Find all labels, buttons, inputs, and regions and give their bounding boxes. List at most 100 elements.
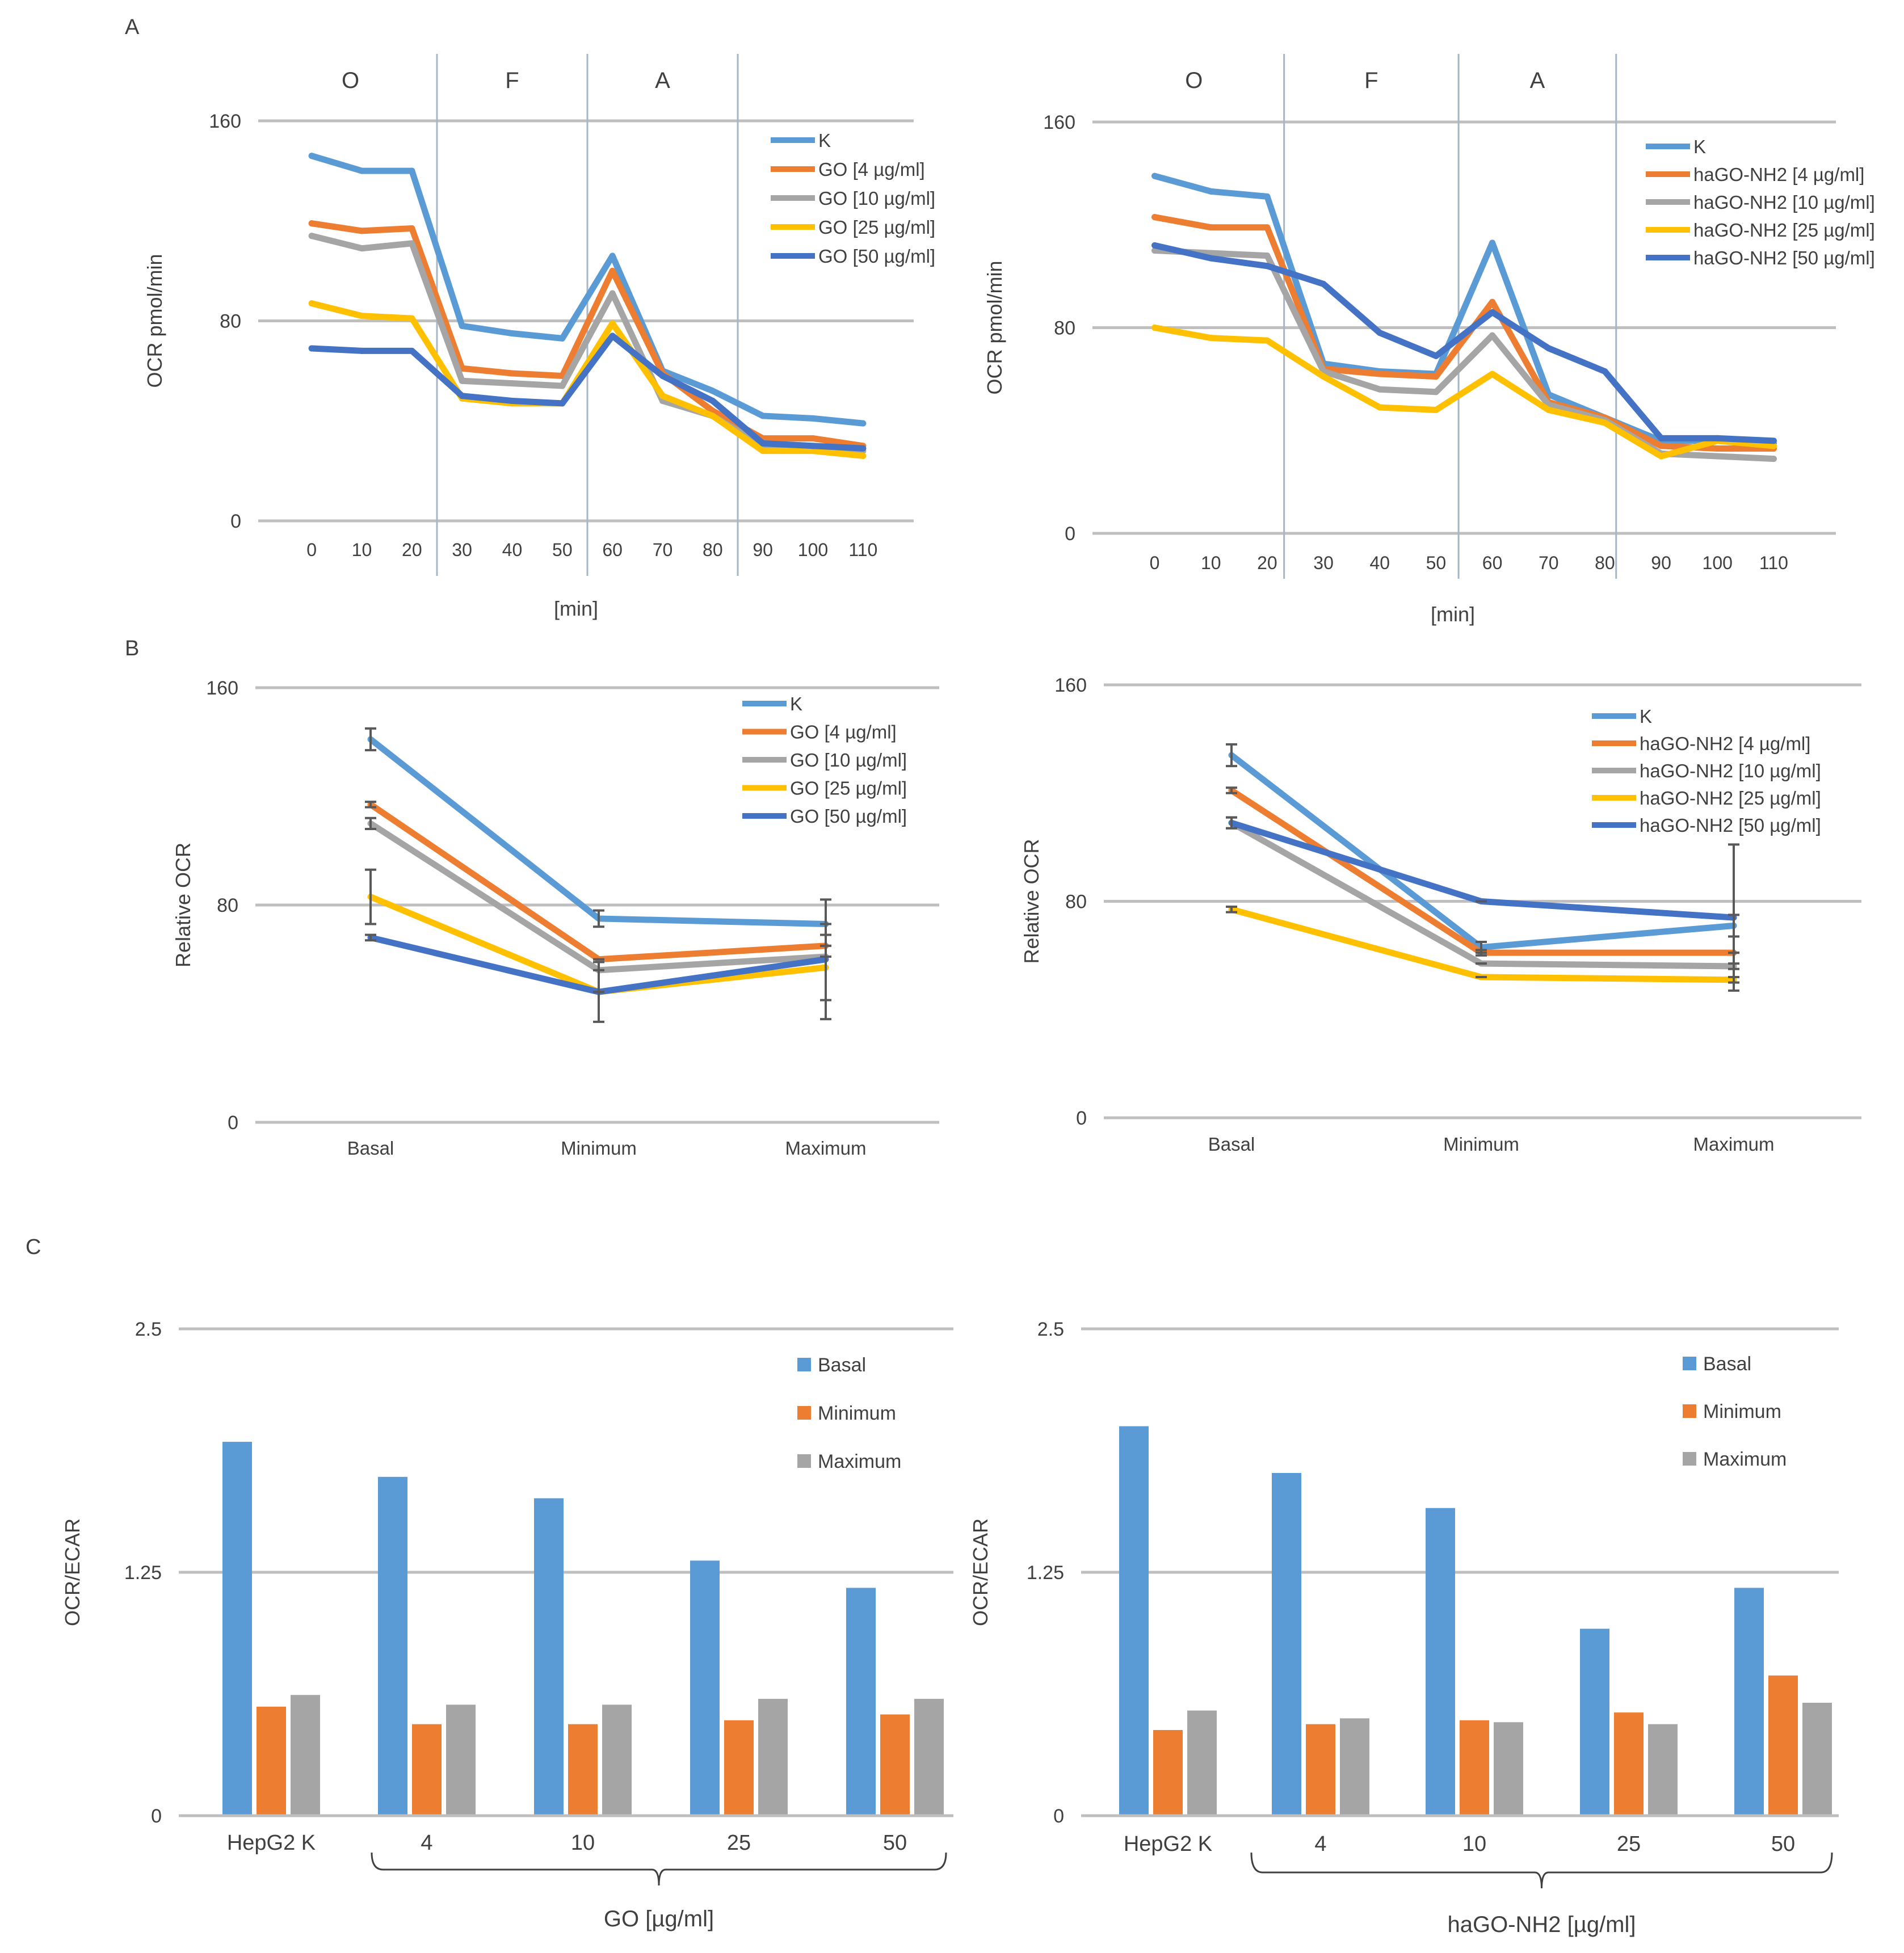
legend-label: haGO-NH2 [50 µg/ml] [1693, 247, 1875, 268]
legend-label: Minimum [818, 1403, 896, 1424]
error-bar [1226, 743, 1237, 768]
panel-label-b: B [125, 637, 139, 660]
y-axis-label: Relative OCR [1020, 839, 1043, 963]
data-point [1151, 247, 1158, 254]
data-point [1320, 373, 1327, 380]
data-point [1489, 239, 1496, 246]
legend-label: K [1640, 706, 1652, 727]
data-point [308, 153, 315, 159]
bar [446, 1704, 476, 1816]
chart-ocr-timecourse-go: 0 80 160 OCR pmol/min O F A 0 10 20 30 40 50 60 70 80 90… [143, 54, 935, 620]
data-point [409, 167, 415, 174]
data-point [308, 220, 315, 227]
data-point [759, 413, 766, 419]
x-tick-label: 70 [1539, 553, 1559, 573]
x-tick-label: 0 [306, 540, 317, 560]
data-point [1489, 298, 1496, 305]
data-point [559, 400, 566, 407]
x-tick-label: 110 [848, 540, 877, 560]
data-point [359, 347, 365, 354]
x-tick-label: 10 [571, 1831, 595, 1855]
x-axis-label: GO [µg/ml] [604, 1906, 714, 1931]
data-point [509, 330, 515, 337]
data-point [1208, 224, 1214, 231]
y-tick-label: 0 [228, 1112, 238, 1134]
data-point [709, 398, 716, 404]
x-axis-label: [min] [554, 597, 598, 620]
legend-swatch [797, 1358, 811, 1371]
data-point [409, 225, 415, 232]
data-point [1151, 325, 1158, 331]
chart-ocr-timecourse-hago: 0 80 160 OCR pmol/min O F A 0 10 20 30 40 50 60 70 80 90… [983, 54, 1875, 626]
phase-label: A [1530, 68, 1545, 93]
phase-label: F [1364, 68, 1378, 93]
chart-ocr-ecar-hago: 0 1.25 2.5 OCR/ECAR HepG2 K 4 10 25 50 haGO-NH2 [… [969, 1319, 1839, 1937]
data-point [609, 320, 616, 327]
error-bar [1226, 786, 1237, 794]
data-point [1602, 368, 1608, 375]
y-axis-label: OCR pmol/min [143, 254, 166, 388]
error-bar [365, 868, 376, 925]
legend-label: GO [10 µg/ml] [790, 750, 907, 771]
x-axis-label: haGO-NH2 [µg/ml] [1447, 1912, 1636, 1937]
chart-relative-ocr-hago: 0 80 160 Relative OCR Basal Minimum Maximum Kha… [1020, 675, 1861, 1155]
data-point [1432, 373, 1439, 380]
series-line [1151, 247, 1777, 462]
bar [914, 1699, 944, 1816]
chart-relative-ocr-go: 0 80 160 Relative OCR Basal Minimum Maximum K GO… [171, 677, 939, 1159]
bar [602, 1704, 632, 1816]
legend-label: haGO-NH2 [50 µg/ml] [1640, 815, 1821, 836]
bar [690, 1560, 720, 1816]
legend-swatch [1683, 1452, 1696, 1466]
x-tick-label: HepG2 K [227, 1831, 316, 1855]
bar [1734, 1588, 1764, 1816]
legend-label: Maximum [1703, 1449, 1787, 1470]
data-point [1376, 371, 1383, 377]
y-tick-label: 0 [230, 511, 241, 532]
data-point [1151, 242, 1158, 249]
y-tick-label: 0 [1065, 523, 1075, 545]
error-bar [365, 933, 376, 942]
series-line [308, 153, 867, 427]
data-point [1489, 332, 1496, 339]
y-tick-label: 160 [1043, 112, 1075, 133]
y-tick-label: 2.5 [135, 1319, 162, 1340]
y-tick-label: 80 [220, 311, 241, 332]
bar [1614, 1712, 1644, 1816]
x-tick-label: 50 [883, 1831, 907, 1855]
y-tick-label: 80 [1065, 891, 1087, 913]
bar [257, 1706, 286, 1816]
x-tick-label: 50 [1771, 1832, 1795, 1856]
legend-label: GO [50 µg/ml] [818, 246, 935, 267]
x-tick-label: 4 [1314, 1832, 1326, 1856]
data-point [1208, 188, 1214, 195]
legend-swatch [797, 1454, 811, 1468]
series-line [308, 220, 867, 449]
x-tick-label: 4 [421, 1831, 432, 1855]
bar [1494, 1722, 1523, 1816]
data-point [1658, 453, 1665, 460]
x-tick-label: 0 [1150, 553, 1160, 573]
x-tick-label: 10 [1201, 553, 1221, 573]
y-tick-label: 2.5 [1037, 1319, 1064, 1340]
data-point [409, 315, 415, 322]
y-tick-label: 160 [206, 677, 238, 699]
legend-label: K [818, 130, 831, 151]
error-bar [365, 816, 376, 830]
data-point [509, 380, 515, 387]
x-tick-label: 80 [703, 540, 723, 560]
legend-label: GO [4 µg/ml] [818, 159, 925, 180]
legend-label: haGO-NH2 [4 µg/ml] [1640, 733, 1810, 754]
legend-label: GO [50 µg/ml] [790, 806, 907, 827]
data-point [308, 233, 315, 239]
data-point [609, 252, 616, 259]
x-tick-label: Maximum [1693, 1134, 1774, 1155]
bar [291, 1695, 320, 1816]
y-tick-label: 1.25 [1027, 1562, 1064, 1584]
data-point [1770, 456, 1777, 462]
data-point [1432, 352, 1439, 359]
data-point [860, 452, 867, 459]
data-point [810, 448, 816, 454]
data-point [810, 415, 816, 422]
